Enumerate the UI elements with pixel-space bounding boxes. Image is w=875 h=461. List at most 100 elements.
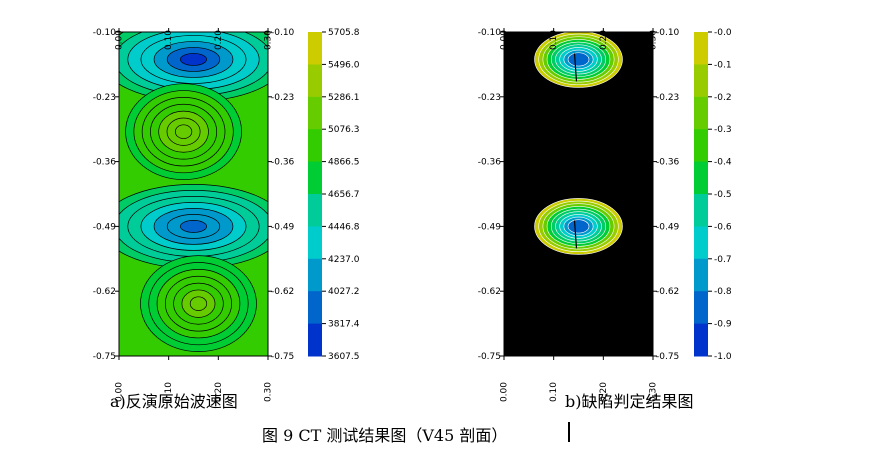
contour-band xyxy=(189,296,208,311)
colorbar-tick-label: -0.9 xyxy=(714,320,732,330)
colorbar-tick-label: 5076.3 xyxy=(328,125,360,135)
y-tick-label: -0.36 xyxy=(93,158,117,168)
x-tick-label: 0.00 xyxy=(115,30,125,50)
colorbar-segment xyxy=(308,226,322,260)
colorbar-segment xyxy=(308,258,322,292)
colorbar-b: -0.0 -0.1 -0.2 -0.3 -0.4 -0.5 -0.6 -0.7 -0.8 -0.9… xyxy=(694,28,732,362)
y-tick-label: -0.23 xyxy=(271,93,294,103)
text-cursor xyxy=(568,422,570,442)
defect-marker xyxy=(573,53,578,82)
colorbar-segment xyxy=(694,161,708,195)
plot-frame-b xyxy=(503,31,654,357)
x-tick-label: 0.00 xyxy=(500,382,510,402)
y-tick-label: -0.23 xyxy=(478,93,501,103)
panel-b-caption: b)缺陷判定结果图 xyxy=(565,392,694,411)
y-tick-label: -0.36 xyxy=(478,158,502,168)
contour-band xyxy=(180,220,207,233)
y-tick-label: -0.10 xyxy=(656,28,680,38)
colorbar-segment xyxy=(694,194,708,227)
contour-band xyxy=(567,219,590,234)
plot-frame-a xyxy=(118,31,269,357)
colorbar-segment xyxy=(308,32,322,65)
contour-band xyxy=(180,53,207,66)
y-tick-label: -0.10 xyxy=(478,28,502,38)
contour-layer-b xyxy=(534,32,623,255)
colorbar-tick-label: 4656.7 xyxy=(328,190,360,200)
x-tick-label: 0.20 xyxy=(599,382,609,402)
x-tick-label: 0.30 xyxy=(649,30,659,50)
colorbar-tick-label: 3607.5 xyxy=(328,352,360,362)
colorbar-tick-label: -0.4 xyxy=(714,158,732,168)
colorbar-tick-label: 5705.8 xyxy=(328,28,360,38)
y-tick-label: -0.10 xyxy=(93,28,117,38)
colorbar-segment xyxy=(308,161,322,195)
y-tick-label: -0.49 xyxy=(271,222,295,232)
colorbar-segment xyxy=(694,258,708,292)
x-tick-label: 0.10 xyxy=(164,30,174,50)
x-tick-label: 0.20 xyxy=(214,382,224,402)
axes-b: 0.000.000.100.100.200.200.300.30-0.10 -0.… xyxy=(478,28,680,402)
y-tick-label: -0.75 xyxy=(271,352,294,362)
colorbar-segment xyxy=(694,323,708,357)
y-tick-label: -0.62 xyxy=(656,287,679,297)
contour-layer-a xyxy=(119,32,268,353)
contour-band xyxy=(567,52,590,67)
colorbar-segment xyxy=(694,226,708,260)
colorbar-tick-label: -0.7 xyxy=(714,255,732,265)
colorbar-tick-label: -0.5 xyxy=(714,190,732,200)
y-tick-label: -0.36 xyxy=(656,158,680,168)
colorbar-segment xyxy=(694,129,708,163)
colorbar-tick-label: -0.3 xyxy=(714,125,732,135)
colorbar-a: 5705.8 5496.0 5286.1 5076.3 4866.5 4656.7 4446… xyxy=(308,28,360,362)
colorbar-tick-label: 5286.1 xyxy=(328,93,360,103)
colorbar-tick-label: 4446.8 xyxy=(328,222,360,232)
colorbar-tick-label: 4027.2 xyxy=(328,287,360,297)
panel-b: 0.000.000.100.100.200.200.300.30-0.10 -0.… xyxy=(478,28,732,402)
colorbar-segment xyxy=(308,64,322,98)
colorbar-segment xyxy=(308,291,322,325)
panel-a-caption: a)反演原始波速图 xyxy=(110,392,238,411)
colorbar-tick-label: -0.1 xyxy=(714,60,732,70)
colorbar-segment xyxy=(694,291,708,325)
x-tick-label: 0.00 xyxy=(115,382,125,402)
colorbar-tick-label: -0.8 xyxy=(714,287,732,297)
x-tick-label: 0.10 xyxy=(549,382,559,402)
colorbar-tick-label: 5496.0 xyxy=(328,60,360,70)
colorbar-tick-label: 4866.5 xyxy=(328,158,360,168)
y-tick-label: -0.49 xyxy=(478,222,502,232)
x-tick-label: 0.30 xyxy=(649,382,659,402)
colorbar-tick-label: 3817.4 xyxy=(328,320,360,330)
colorbar-segment xyxy=(308,129,322,163)
x-tick-label: 0.30 xyxy=(264,30,274,50)
y-tick-label: -0.75 xyxy=(656,352,679,362)
contour-band xyxy=(174,124,193,139)
colorbar-segment xyxy=(694,96,708,130)
y-tick-label: -0.62 xyxy=(478,287,501,297)
x-tick-label: 0.10 xyxy=(164,382,174,402)
colorbar-segment xyxy=(694,64,708,98)
x-tick-label: 0.10 xyxy=(549,30,559,50)
y-tick-label: -0.62 xyxy=(93,287,116,297)
colorbar-segment xyxy=(308,194,322,227)
y-tick-label: -0.36 xyxy=(271,158,295,168)
x-tick-label: 0.30 xyxy=(264,382,274,402)
colorbar-tick-label: -0.6 xyxy=(714,222,732,232)
x-tick-label: 0.00 xyxy=(500,30,510,50)
colorbar-segment xyxy=(694,32,708,65)
y-tick-label: -0.49 xyxy=(656,222,680,232)
y-tick-label: -0.49 xyxy=(93,222,117,232)
y-tick-label: -0.10 xyxy=(271,28,295,38)
colorbar-tick-label: -0.2 xyxy=(714,93,732,103)
axes-a: 0.000.000.100.100.200.200.300.30-0.10 -0.… xyxy=(93,28,295,402)
colorbar-tick-label: -0.0 xyxy=(714,28,732,38)
colorbar-tick-label: -1.0 xyxy=(714,352,732,362)
colorbar-segment xyxy=(308,323,322,357)
y-tick-label: -0.23 xyxy=(656,93,679,103)
x-tick-label: 0.20 xyxy=(214,30,224,50)
colorbar-segment xyxy=(308,96,322,130)
defect-marker xyxy=(573,220,578,249)
x-tick-label: 0.20 xyxy=(599,30,609,50)
y-tick-label: -0.62 xyxy=(271,287,294,297)
panel-a: 0.000.000.100.100.200.200.300.30-0.10 -0.… xyxy=(93,28,360,402)
